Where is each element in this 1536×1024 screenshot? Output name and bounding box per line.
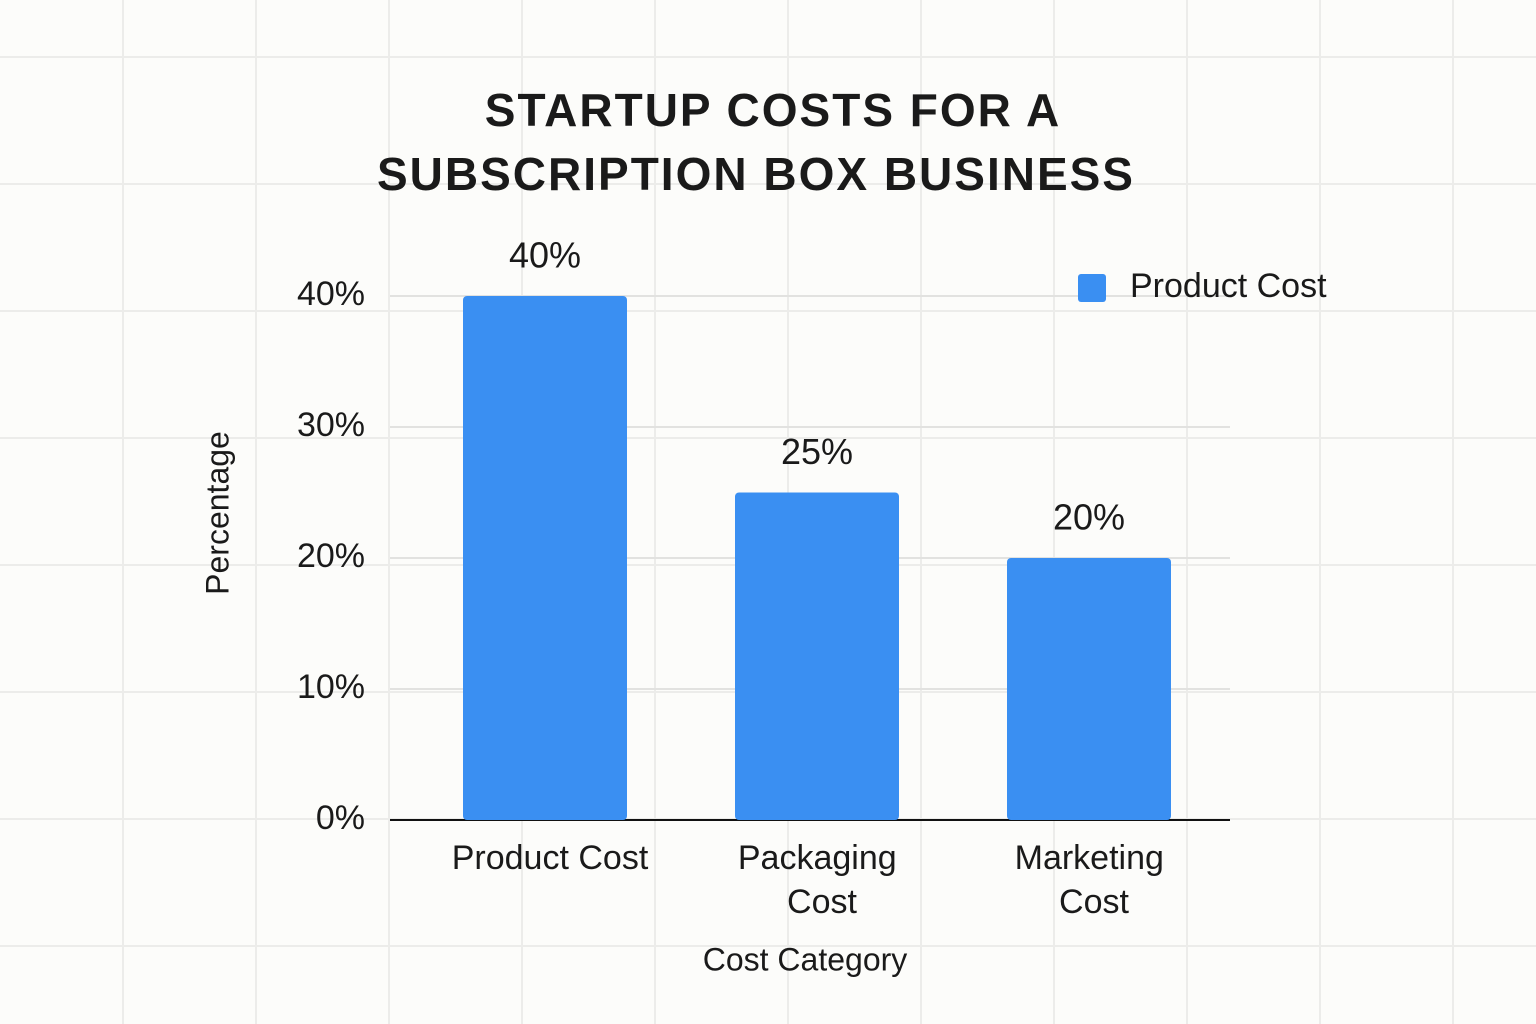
y-axis-label: Percentage bbox=[199, 431, 235, 595]
x-tick-label-line: Cost bbox=[787, 883, 857, 921]
bar bbox=[463, 296, 627, 820]
x-axis-label: Cost Category bbox=[703, 941, 908, 977]
legend-label: Product Cost bbox=[1130, 267, 1327, 305]
x-tick-label-line: Cost bbox=[1059, 883, 1129, 921]
chart-title: SUBSCRIPTION BOX BUSINESS bbox=[377, 148, 1135, 200]
x-tick-label: Product Cost bbox=[452, 839, 649, 877]
bar bbox=[735, 492, 899, 820]
y-tick-label: 30% bbox=[297, 406, 365, 444]
y-tick-label: 0% bbox=[316, 799, 365, 837]
y-tick-label: 20% bbox=[297, 537, 365, 575]
value-label: 40% bbox=[509, 235, 581, 276]
value-label: 25% bbox=[781, 431, 853, 472]
x-tick-label-line: Packaging bbox=[738, 839, 906, 877]
legend-swatch bbox=[1078, 274, 1106, 302]
x-tick-label-line: Marketing bbox=[1015, 839, 1174, 877]
chart-title: STARTUP COSTS FOR A bbox=[485, 84, 1061, 136]
y-tick-label: 10% bbox=[297, 668, 365, 706]
x-tick-label: Packaging Cost bbox=[738, 839, 906, 921]
x-tick-label: Marketing Cost bbox=[1015, 839, 1174, 921]
y-tick-label: 40% bbox=[297, 275, 365, 313]
bar bbox=[1007, 558, 1171, 820]
value-label: 20% bbox=[1053, 497, 1125, 538]
